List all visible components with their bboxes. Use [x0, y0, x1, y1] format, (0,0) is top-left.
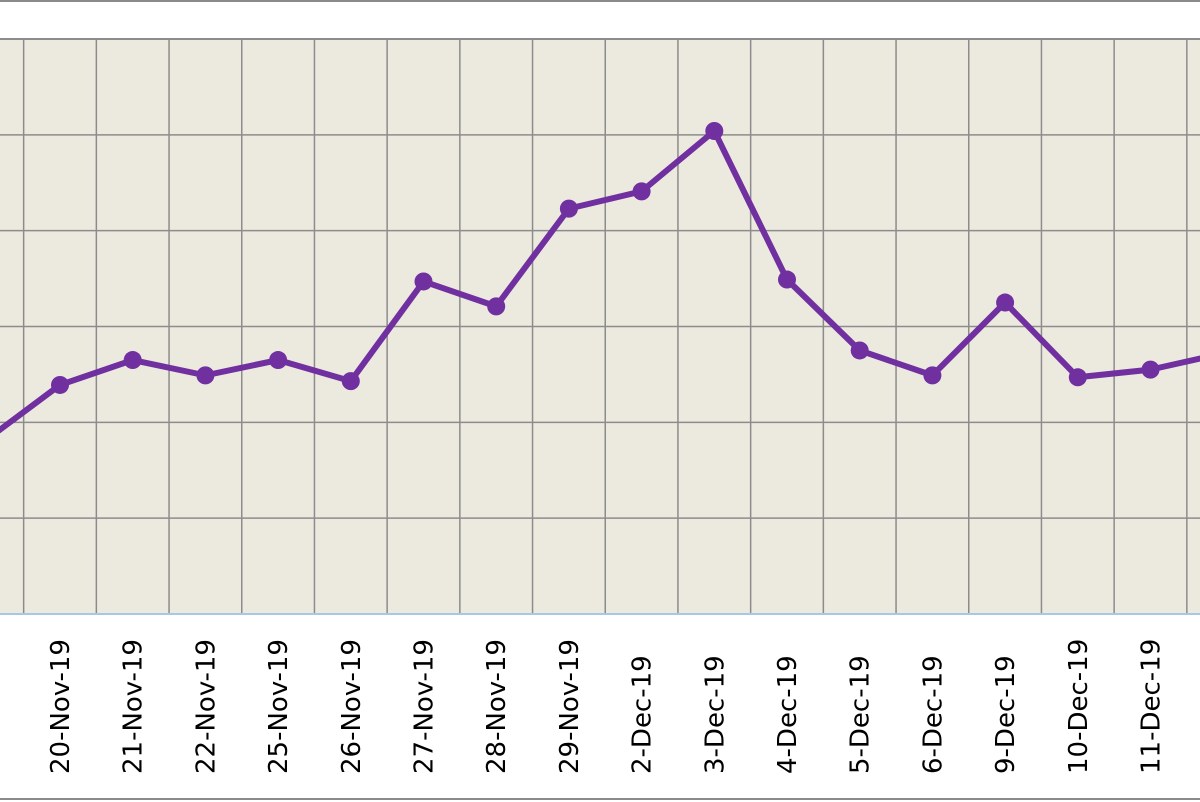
- x-tick-label: 21-Nov-19: [119, 639, 149, 774]
- data-point[interactable]: [559, 199, 578, 218]
- x-tick-label: 11-Dec-19: [1137, 639, 1167, 774]
- x-tick-label: 5-Dec-19: [846, 655, 876, 774]
- grid: [0, 38, 1200, 614]
- data-point[interactable]: [196, 366, 215, 385]
- x-tick-label: 28-Nov-19: [482, 639, 512, 774]
- data-point[interactable]: [1068, 368, 1087, 387]
- data-point[interactable]: [996, 293, 1015, 312]
- x-tick-label: 29-Nov-19: [555, 639, 585, 774]
- data-point[interactable]: [51, 375, 69, 394]
- data-point[interactable]: [1141, 360, 1160, 379]
- x-tick-label: 25-Nov-19: [264, 639, 294, 774]
- data-point[interactable]: [414, 272, 433, 291]
- x-tick-label: 9-Dec-19: [991, 655, 1021, 774]
- data-point[interactable]: [269, 351, 288, 370]
- x-tick-label: 10-Dec-19: [1064, 639, 1094, 774]
- x-tick-label: 27-Nov-19: [410, 639, 440, 774]
- x-tick-label: 2-Dec-19: [628, 655, 658, 774]
- x-tick-labels: 20-Nov-19 21-Nov-19 22-Nov-19 25-Nov-19 26-N…: [46, 639, 1167, 774]
- series-line: [0, 128, 1200, 434]
- x-tick-label: 20-Nov-19: [46, 639, 76, 774]
- x-tick-label: 4-Dec-19: [773, 655, 803, 774]
- data-point[interactable]: [632, 182, 651, 201]
- x-tick-label: 6-Dec-19: [918, 655, 948, 774]
- data-point[interactable]: [850, 341, 869, 360]
- data-point[interactable]: [487, 297, 506, 316]
- x-tick-label: 22-Nov-19: [191, 639, 221, 774]
- data-point[interactable]: [123, 351, 142, 370]
- data-point[interactable]: [778, 270, 796, 289]
- data-point[interactable]: [923, 366, 942, 385]
- x-tick-label: 3-Dec-19: [700, 655, 730, 774]
- data-point[interactable]: [341, 372, 360, 391]
- series-layer: [0, 122, 1200, 434]
- x-tick-label: 26-Nov-19: [337, 639, 367, 774]
- data-point[interactable]: [705, 122, 724, 140]
